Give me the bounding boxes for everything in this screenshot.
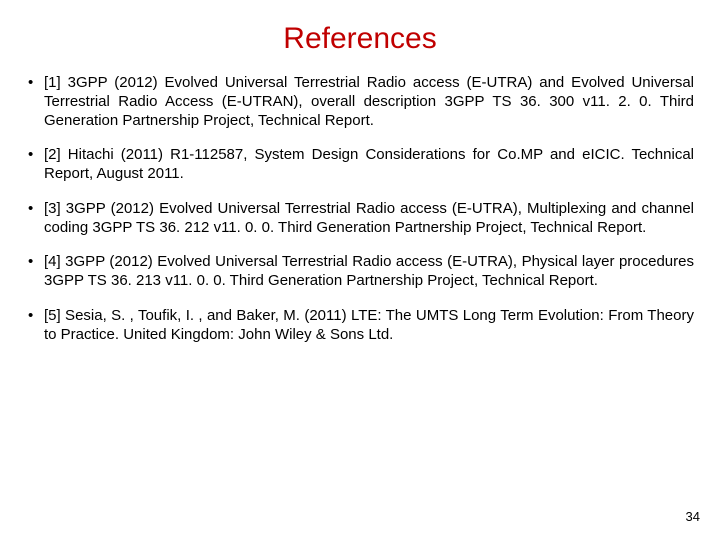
reference-item: [1] 3GPP (2012) Evolved Universal Terres… [26, 74, 694, 130]
reference-item: [4] 3GPP (2012) Evolved Universal Terres… [26, 253, 694, 291]
reference-item: [5] Sesia, S. , Toufik, I. , and Baker, … [26, 307, 694, 345]
references-list: [1] 3GPP (2012) Evolved Universal Terres… [26, 74, 694, 344]
title: References [26, 22, 694, 56]
slide: References [1] 3GPP (2012) Evolved Unive… [0, 0, 720, 540]
reference-item: [2] Hitachi (2011) R1-112587, System Des… [26, 146, 694, 184]
page-number: 34 [686, 509, 700, 524]
reference-item: [3] 3GPP (2012) Evolved Universal Terres… [26, 200, 694, 238]
